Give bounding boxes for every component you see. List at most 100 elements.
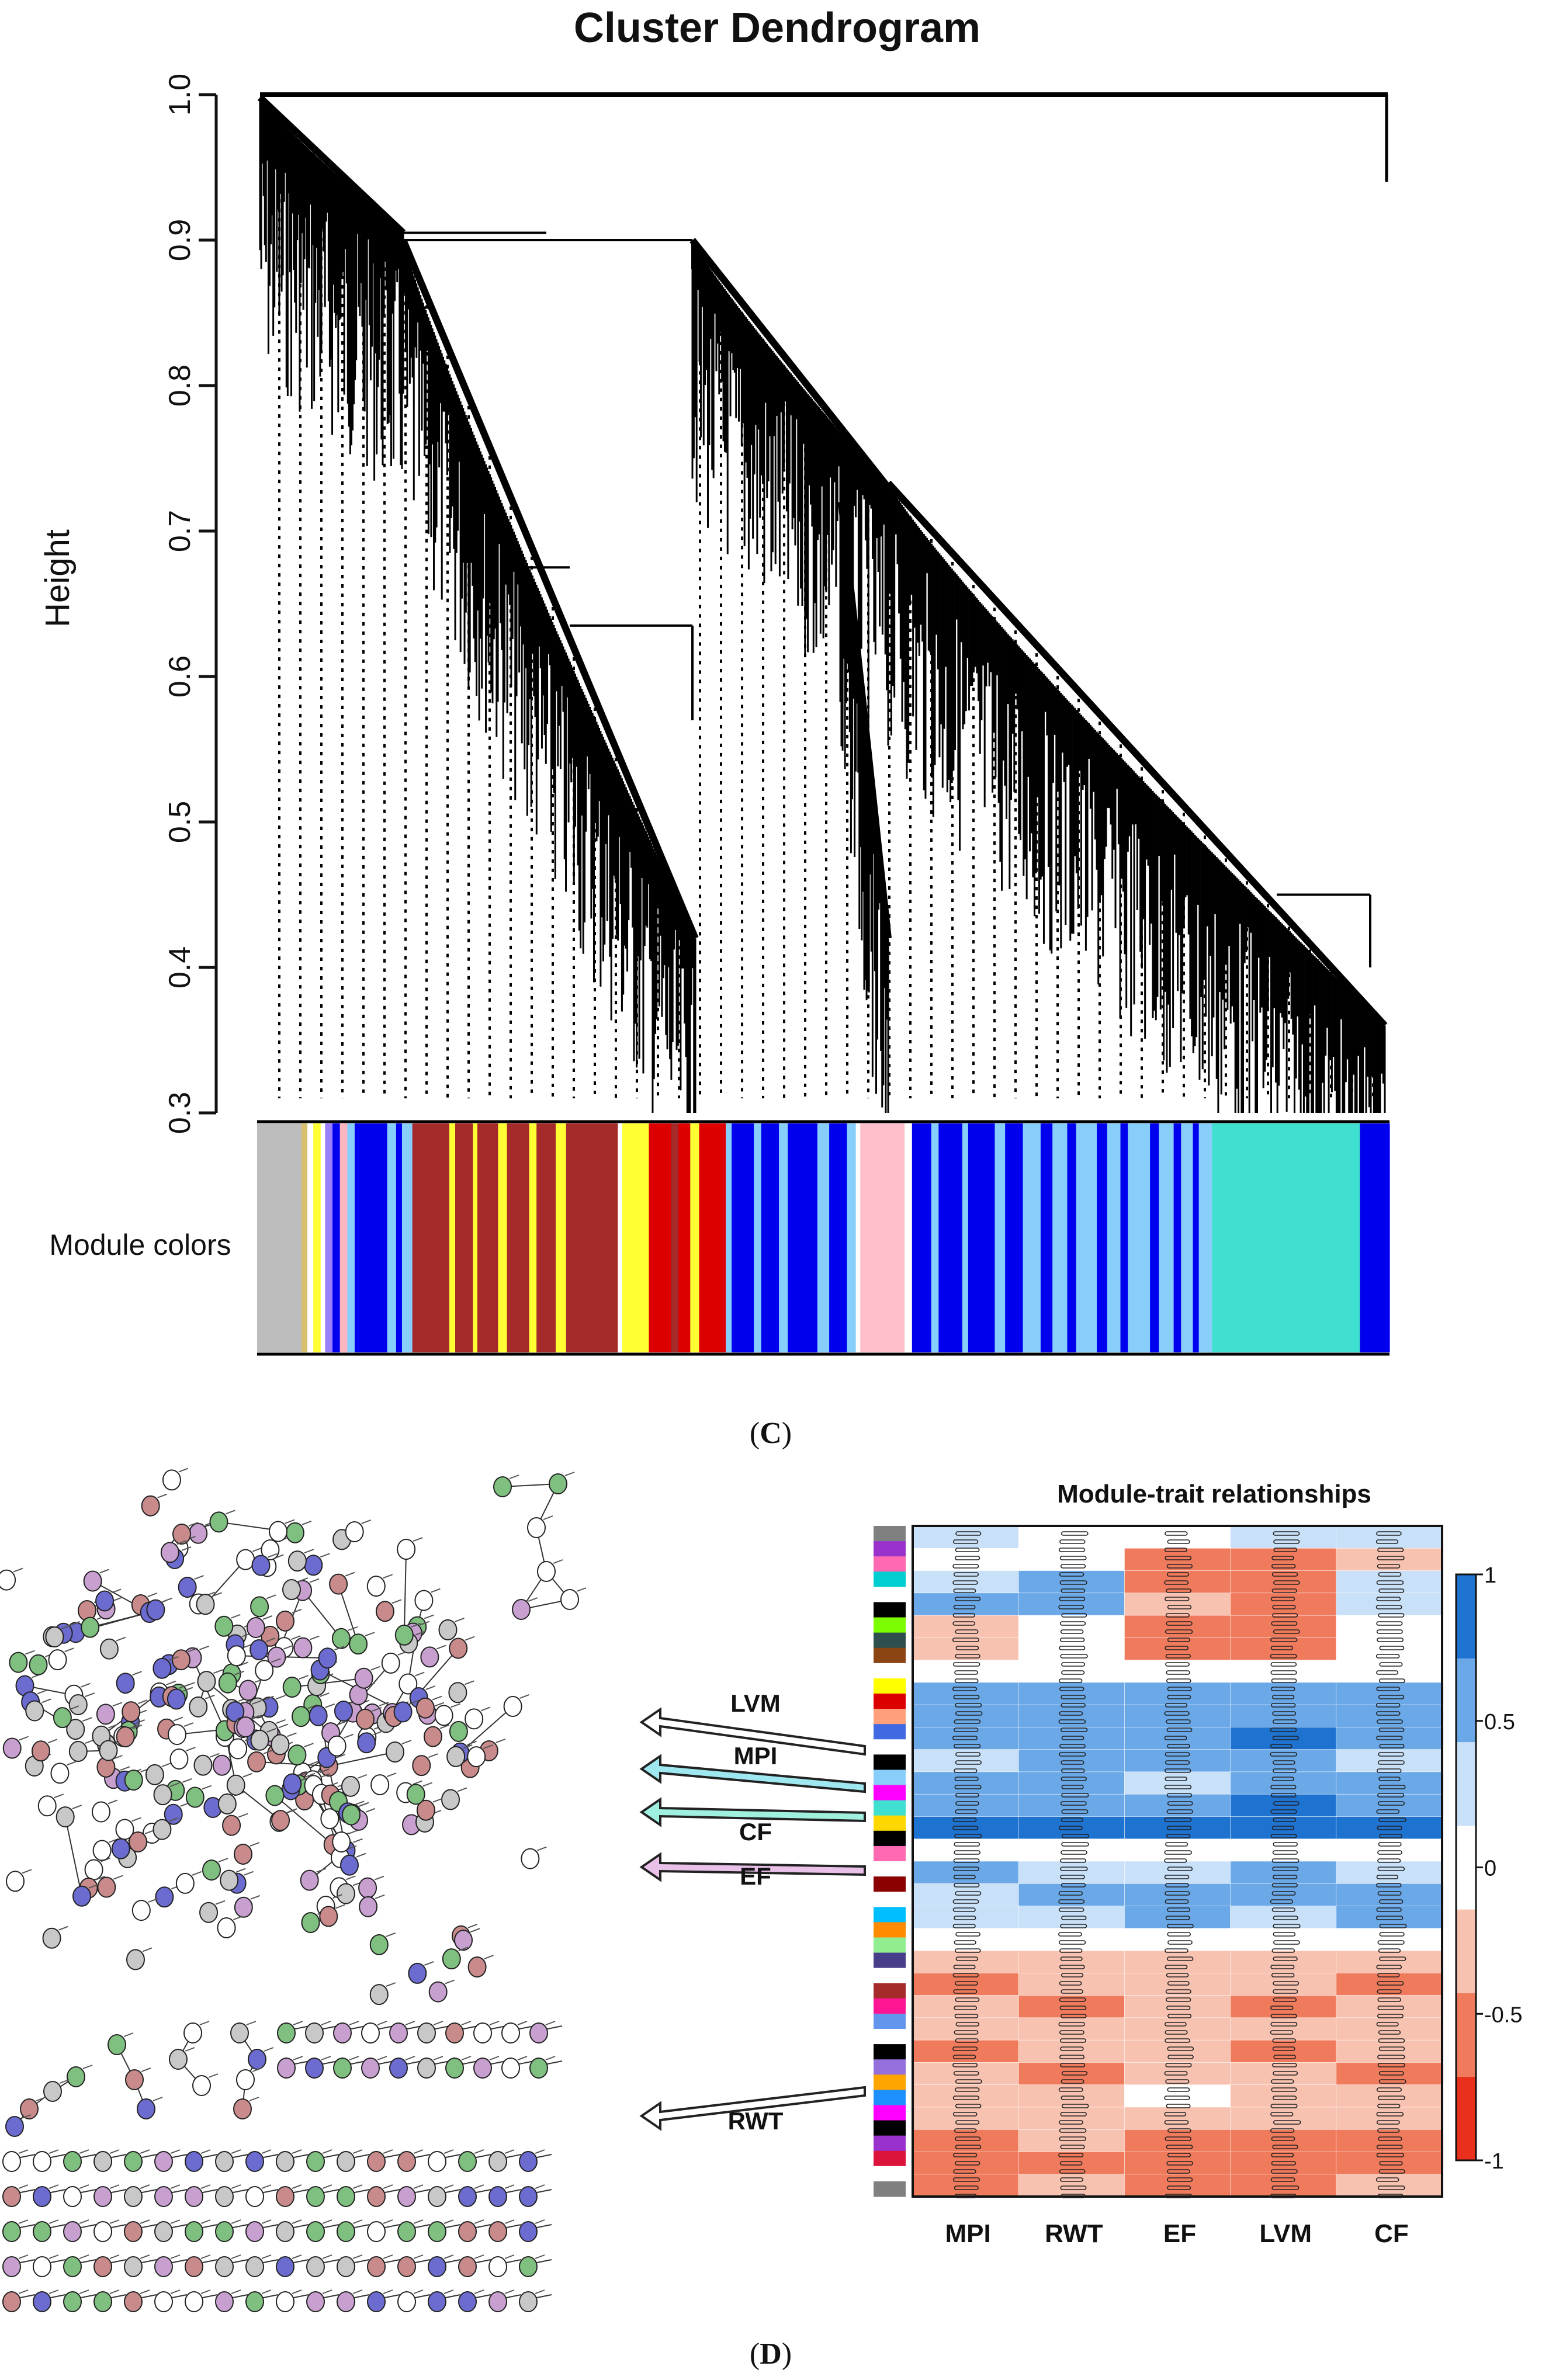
heatmap-cell-annotation	[1165, 1899, 1189, 1904]
heatmap-cell-annotation	[1377, 1719, 1403, 1724]
network-node	[306, 2186, 325, 2207]
module-colors-label: Module colors	[49, 1229, 231, 1261]
network-edge	[138, 2224, 157, 2229]
heatmap-cell-annotation	[1377, 2128, 1400, 2133]
network-node-label-mark	[264, 1695, 274, 1701]
network-node	[2, 2151, 21, 2172]
network-node-label-mark	[370, 1666, 380, 1671]
network-node	[428, 2186, 446, 2207]
heatmap-column-label: EF	[1163, 2219, 1196, 2248]
network-node-label-mark	[144, 1830, 155, 1834]
heatmap-cell-annotation	[952, 1662, 980, 1667]
heatmap-cell-annotation	[1165, 2079, 1190, 2084]
network-node	[125, 2069, 144, 2090]
network-node-label-mark	[428, 1753, 438, 1758]
network-node-label-mark	[358, 1802, 368, 1807]
heatmap-cell	[1230, 1771, 1337, 1795]
network-node	[397, 1539, 416, 1560]
heatmap-cell	[1018, 1906, 1125, 1929]
network-node	[97, 1876, 116, 1898]
network-edge	[321, 2154, 339, 2159]
row-module-color	[874, 1678, 906, 1694]
y-tick-label: 0.3	[163, 1092, 197, 1134]
network-node-label-mark	[213, 1669, 223, 1674]
heatmap-cell-annotation	[955, 2038, 979, 2043]
colorbar-segment	[1456, 1825, 1476, 1910]
heatmap-cell-annotation	[955, 1891, 982, 1896]
left-subtree-leaf-edge	[400, 238, 699, 940]
heatmap-cell-annotation	[955, 2087, 980, 2092]
network-node-label-mark	[386, 1932, 396, 1937]
network-node	[185, 2221, 203, 2242]
heatmap-cell-annotation	[1378, 2071, 1404, 2076]
network-node	[185, 2151, 203, 2172]
network-node-label-mark	[322, 2254, 332, 2259]
y-tick-label: 1.0	[163, 74, 197, 116]
network-node-label-mark	[564, 1472, 575, 1476]
network-node-label-mark	[519, 1694, 529, 1699]
network-node	[169, 1748, 189, 1770]
network-node-label-mark	[108, 1723, 118, 1729]
heatmap-cell-annotation	[1273, 1539, 1300, 1544]
network-node-label-mark	[208, 2073, 219, 2078]
heatmap-cell-annotation	[1061, 1883, 1086, 1888]
heatmap-cell-annotation	[1167, 1605, 1192, 1609]
network-node	[175, 1872, 195, 1894]
row-module-color	[874, 1526, 906, 1542]
network-node	[68, 1741, 88, 1763]
network-node-label-mark	[36, 2097, 46, 2101]
module-color-band	[455, 1123, 473, 1352]
heatmap-cell-annotation	[1165, 1948, 1188, 1953]
module-color-band	[1181, 1123, 1194, 1352]
network-node	[209, 1511, 228, 1533]
heatmap-cell-annotation	[952, 2055, 976, 2059]
heatmap-cell-annotation	[1271, 1826, 1295, 1830]
cluster-dendrogram-panel: Cluster Dendrogram Height 0.30.40.50.60.…	[39, 5, 1390, 1450]
network-node-label-mark	[461, 2021, 472, 2025]
network-node	[385, 1741, 404, 1763]
heatmap-cell	[1124, 2039, 1231, 2063]
heatmap-cell-annotation	[1167, 1932, 1191, 1937]
heatmap-cell-annotation	[954, 2185, 979, 2190]
colorbar-segment	[1456, 1658, 1476, 1743]
network-node	[124, 2256, 143, 2277]
network-edge	[199, 2224, 218, 2229]
heatmap-cell-annotation	[1273, 1932, 1296, 1937]
heatmap-cell-annotation	[1058, 2153, 1084, 2157]
heatmap-cell-annotation	[1376, 1809, 1400, 1814]
heatmap-cell-annotation	[953, 2071, 979, 2076]
network-node-label-mark	[543, 1515, 553, 1520]
heatmap-cell	[1230, 1973, 1337, 1996]
network-node-label-mark	[535, 2219, 545, 2224]
heatmap-cell-labels	[952, 1531, 1407, 2198]
module-color-band	[788, 1123, 818, 1352]
network-edge	[516, 2060, 535, 2065]
network-node	[66, 1719, 85, 1740]
heatmap-cell-annotation	[1166, 1621, 1193, 1626]
heatmap-cell-annotation	[1166, 1719, 1191, 1724]
heatmap-cell-annotation	[1167, 1956, 1194, 1961]
network-node-label-mark	[64, 1647, 74, 1653]
network-node	[473, 2022, 492, 2044]
network-node-label-mark	[432, 1695, 442, 1701]
heatmap-cell-annotation	[1270, 1654, 1297, 1659]
network-node-label-mark	[18, 2219, 29, 2224]
network-edge	[78, 2189, 96, 2194]
heatmap-cell	[1230, 1570, 1337, 1594]
heatmap-cell-annotation	[1059, 1548, 1086, 1552]
heatmap-cell-annotation	[1273, 1580, 1300, 1585]
heatmap-cell	[1336, 1704, 1443, 1728]
module-color-band	[396, 1123, 403, 1352]
heatmap-cell-annotation	[953, 1605, 976, 1609]
heatmap-cell	[1018, 2062, 1125, 2086]
network-node	[45, 1626, 64, 1647]
network-node	[230, 2022, 249, 2044]
network-node	[366, 1576, 386, 1597]
network-edge	[292, 2060, 310, 2065]
network-node-label-mark	[373, 1730, 383, 1736]
heatmap-cell-annotation	[1379, 2161, 1403, 2166]
heatmap-cell-annotation	[1270, 2169, 1298, 2174]
heatmap-cell-annotation	[1059, 2169, 1086, 2174]
network-node-label-mark	[263, 1749, 273, 1754]
heatmap-cell-annotation	[1271, 2161, 1297, 2166]
